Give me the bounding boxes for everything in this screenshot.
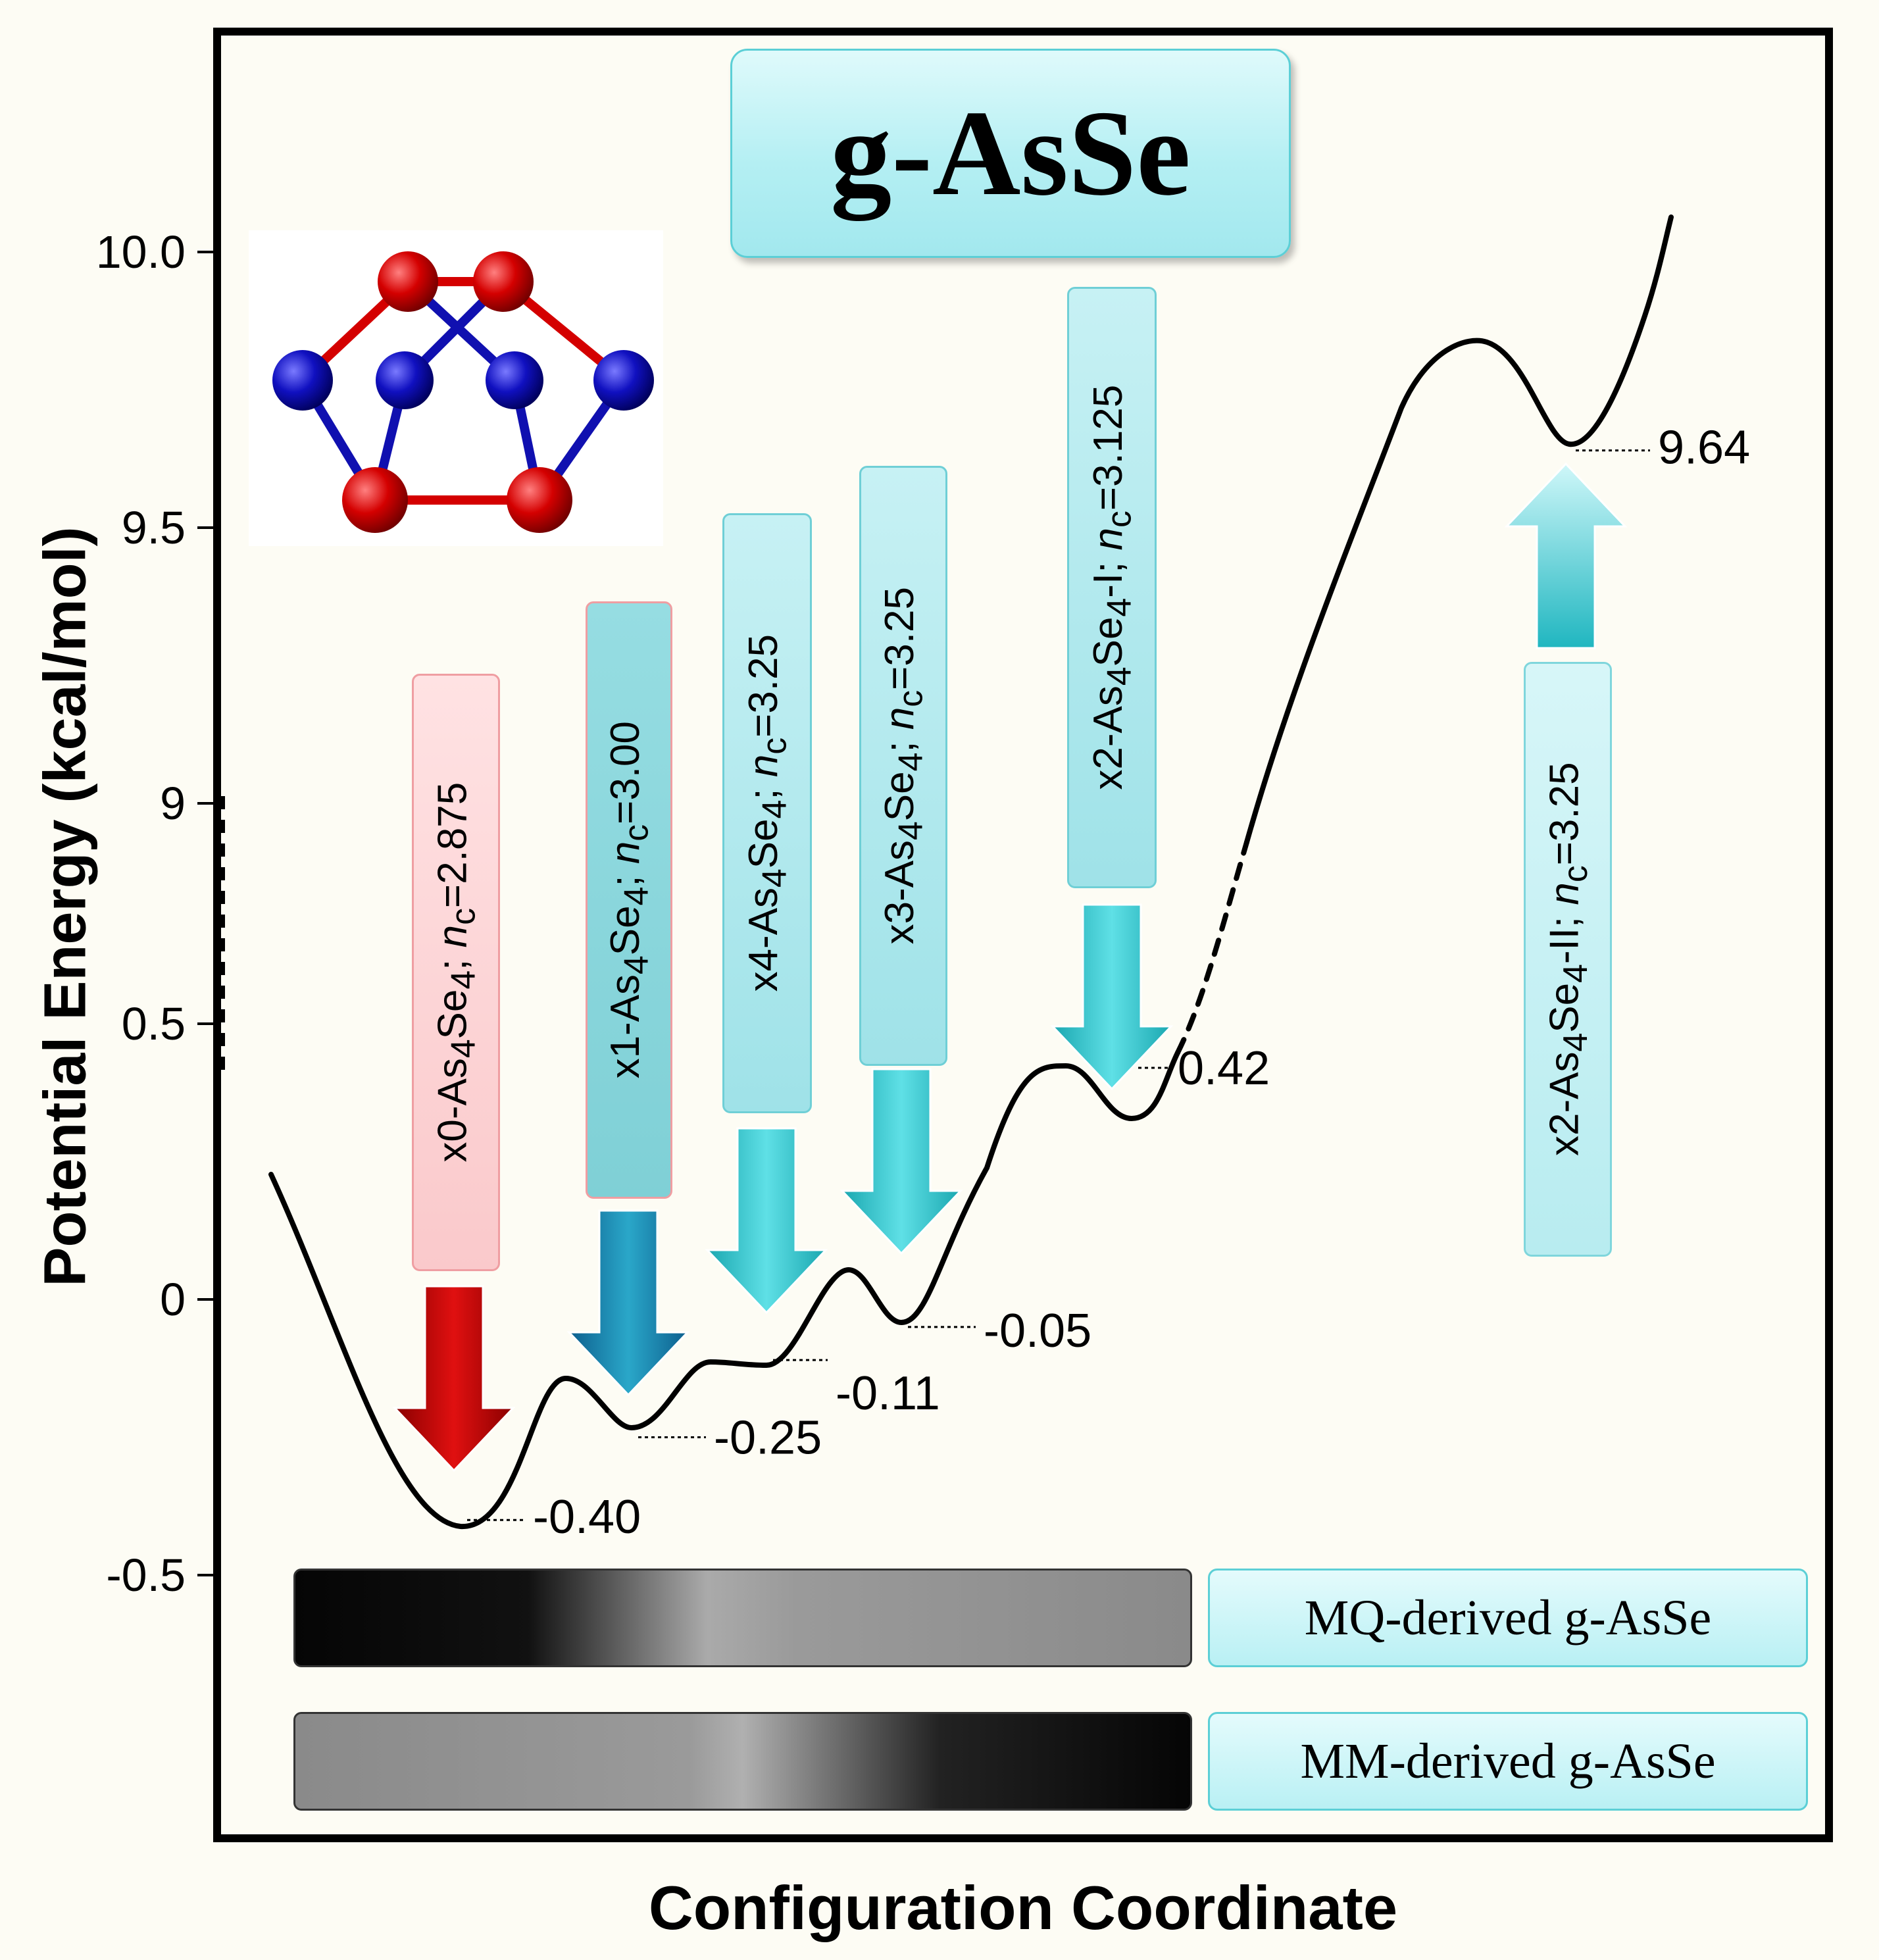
se-atom <box>378 251 438 312</box>
mm-legend-label: MM-derived g-AsSe <box>1208 1712 1808 1811</box>
minimum-energy-label: -0.40 <box>533 1491 641 1544</box>
label-x1: x1-As4Se4; nc=3.00 <box>586 601 672 1199</box>
x-axis-label: Configuration Coordinate <box>648 1873 1398 1942</box>
curve-break-segment <box>1175 840 1249 1055</box>
as-atom <box>486 351 543 409</box>
y-tick-label: 9 <box>160 778 186 829</box>
label-x2-II: x2-As4Se4-II; nc=3.25 <box>1524 662 1612 1257</box>
y-axis-label: Potential Energy (kcal/mol) <box>32 526 99 1287</box>
chart-title: g-AsSe <box>830 86 1191 221</box>
minimum-labels: -0.40 -0.25 -0.11 -0.05 0.42 9.64 <box>533 422 1750 1544</box>
plot-frame <box>213 28 1833 1842</box>
y-axis-ticks: -0.5 0 0.5 9 9.5 10.0 <box>96 226 221 1601</box>
label-x3-text: x3-As4Se4; nc=3.25 <box>877 587 930 945</box>
label-x1-text: x1-As4Se4; nc=3.00 <box>603 721 655 1079</box>
as-atom <box>593 350 654 411</box>
minimum-energy-label: 0.42 <box>1178 1042 1270 1095</box>
label-x0-text: x0-As4Se4; nc=2.875 <box>430 782 482 1163</box>
y-tick-label: -0.5 <box>106 1549 186 1601</box>
arrow-x2-II-up <box>1504 462 1628 649</box>
arrow-x4 <box>705 1127 828 1315</box>
curve-upper-segment <box>1244 214 1674 845</box>
as4se4-molecule-inset <box>249 230 663 546</box>
arrow-x1 <box>566 1209 690 1397</box>
label-x2-II-text: x2-As4Se4-II; nc=3.25 <box>1541 762 1594 1157</box>
title-box: g-AsSe <box>730 49 1291 258</box>
y-tick-label: 10.0 <box>96 226 186 278</box>
minimum-energy-label: -0.05 <box>984 1305 1091 1357</box>
arrow-x2-I <box>1050 903 1174 1091</box>
y-tick-label: 0.5 <box>122 998 186 1049</box>
y-tick-label: 9.5 <box>122 502 186 553</box>
arrow-x3 <box>839 1068 963 1255</box>
mq-legend-label: MQ-derived g-AsSe <box>1208 1569 1808 1667</box>
arrow-x0 <box>392 1285 516 1472</box>
minimum-leaders <box>467 449 1650 1521</box>
label-x4: x4-As4Se4; nc=3.25 <box>722 513 812 1113</box>
as-atom <box>376 351 434 409</box>
as-atom <box>272 350 333 411</box>
energy-curve <box>268 214 1674 1530</box>
label-x2-I: x2-As4Se4-I; nc=3.125 <box>1067 287 1157 888</box>
se-atom <box>342 467 408 533</box>
label-x3: x3-As4Se4; nc=3.25 <box>859 466 947 1066</box>
label-x2-I-text: x2-As4Se4-I; nc=3.125 <box>1086 385 1138 790</box>
se-atom <box>507 467 572 533</box>
y-tick-label: 0 <box>160 1274 186 1325</box>
label-x0: x0-As4Se4; nc=2.875 <box>412 674 500 1271</box>
minimum-energy-label: -0.11 <box>836 1367 940 1420</box>
mq-gradient-bar <box>293 1569 1192 1667</box>
mm-gradient-bar <box>293 1712 1192 1811</box>
se-atom <box>473 251 534 312</box>
label-x4-text: x4-As4Se4; nc=3.25 <box>741 634 793 992</box>
minimum-energy-label: 9.64 <box>1658 422 1750 474</box>
curve-lower-segment <box>268 1050 1180 1530</box>
minimum-energy-label: -0.25 <box>714 1412 822 1465</box>
